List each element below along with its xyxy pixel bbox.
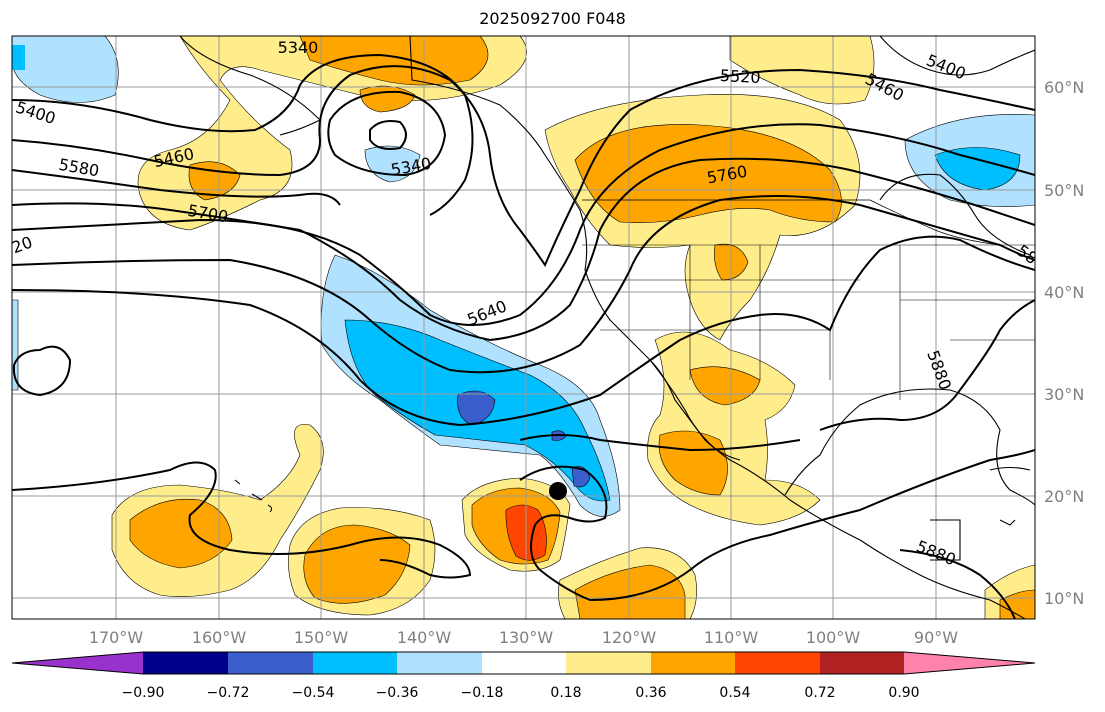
state-borders: [582, 244, 1035, 400]
contour-label-5520: 5520: [719, 66, 761, 87]
cb-tick-9: 0.72: [804, 685, 835, 701]
colorbar-segment-4: [397, 652, 482, 674]
cb-tick-1: −0.90: [122, 685, 165, 701]
shade-orange-central: [303, 524, 411, 604]
coast-greenland: [879, 36, 1035, 76]
cb-tick-5: −0.18: [461, 685, 504, 701]
map-area: 5340 5400 5460 5520 5580 5700 5760 5640 …: [9, 36, 1035, 619]
graticule: [12, 36, 1035, 619]
cb-tick-10: 0.90: [888, 685, 919, 701]
longitude-labels: 170°W 160°W 150°W 140°W 130°W 120°W 110°…: [89, 628, 958, 647]
colorbar-segment-5: [482, 652, 566, 674]
contour-5760: [12, 195, 1035, 374]
cb-tick-4: −0.36: [376, 685, 419, 701]
contour-5460: [12, 53, 474, 216]
coast-baja: [649, 359, 741, 461]
colorbar-extend-high: [904, 652, 1035, 674]
colorbar-ticks: −0.90 −0.72 −0.54 −0.36 −0.18 0.18 0.36 …: [122, 685, 920, 701]
lat-label-10n: 10°N: [1044, 589, 1084, 608]
cb-tick-7: 0.36: [635, 685, 666, 701]
lon-label-160w: 160°W: [192, 628, 247, 647]
shade-orange-canada: [574, 124, 842, 223]
coast-gulf-mexico: [784, 388, 1035, 506]
cb-tick-2: −0.72: [207, 685, 250, 701]
anomaly-shading: [12, 36, 1035, 619]
colorbar: [11, 651, 1036, 675]
contour-label-20-left: 20: [9, 232, 35, 257]
lon-label-150w: 150°W: [294, 628, 349, 647]
coastlines: [179, 36, 1035, 619]
lat-label-60n: 60°N: [1044, 78, 1084, 97]
contour-5580: [12, 169, 341, 206]
contour-5880-ring: [519, 449, 1035, 602]
coast-hudson: [879, 173, 1031, 256]
lon-label-120w: 120°W: [602, 628, 657, 647]
lat-label-50n: 50°N: [1044, 181, 1084, 200]
cb-tick-8: 0.54: [719, 685, 750, 701]
colorbar-segment-8: [735, 652, 820, 674]
colorbar-segment-3: [313, 652, 397, 674]
lon-label-140w: 140°W: [397, 628, 452, 647]
shade-orange-south: [574, 564, 686, 619]
lon-label-130w: 130°W: [499, 628, 554, 647]
colorbar-extend-low: [12, 652, 143, 674]
colorbar-segment-6: [566, 652, 651, 674]
latitude-labels: 60°N 50°N 40°N 30°N 20°N 10°N: [1044, 78, 1084, 608]
contour-5880-bottom: [899, 549, 1016, 619]
coast-alaska: [179, 36, 321, 136]
contour-5400-alaska: [327, 90, 447, 177]
shade-blue-nw: [12, 45, 25, 70]
colorbar-segment-2: [228, 652, 313, 674]
contour-label-5340-top: 5340: [278, 38, 319, 57]
contour-5840: [12, 235, 1035, 427]
lon-label-110w: 110°W: [704, 628, 759, 647]
lat-label-40n: 40°N: [1044, 283, 1084, 302]
lon-label-100w: 100°W: [806, 628, 861, 647]
chart-title: 2025092700 F048: [479, 9, 626, 28]
coast-hawaii-c: [267, 504, 273, 513]
coast-hawaii-a: [234, 479, 241, 485]
canada-border: [582, 199, 1001, 246]
shade-darkblue-pacific-a: [457, 390, 496, 426]
contour-low-gulf-alaska: [369, 120, 407, 150]
colorbar-segment-1: [143, 652, 228, 674]
storm-center-marker: [549, 482, 567, 500]
lat-label-20n: 20°N: [1044, 487, 1084, 506]
cb-tick-3: −0.54: [292, 685, 335, 701]
lon-label-90w: 90°W: [914, 628, 958, 647]
lat-label-30n: 30°N: [1044, 385, 1084, 404]
coast-hawaii-b: [251, 493, 263, 501]
coast-yucatan: [930, 519, 961, 561]
shade-orange-se: [999, 589, 1035, 619]
contour-5880-east: [819, 299, 1035, 431]
height-contours: [12, 53, 1035, 619]
contour-5820: [12, 345, 72, 397]
colorbar-segment-7: [651, 652, 735, 674]
shade-orange-mexico-b: [658, 430, 728, 496]
contour-5520: [12, 65, 1035, 268]
shade-blue-east: [934, 147, 1021, 191]
lon-label-170w: 170°W: [89, 628, 144, 647]
colorbar-outline: [11, 651, 1036, 675]
shade-orange-hawaii: [129, 498, 233, 569]
coast-central-america: [999, 519, 1016, 526]
contour-5880: [12, 461, 472, 579]
map-frame: [11, 35, 1036, 620]
coast-cuba: [989, 466, 1031, 471]
contour-5900: [519, 434, 801, 452]
coast-north-america-west: [409, 36, 1026, 619]
contour-5700: [12, 157, 1035, 342]
colorbar-segment-9: [820, 652, 904, 674]
cb-tick-6: 0.18: [550, 685, 581, 701]
